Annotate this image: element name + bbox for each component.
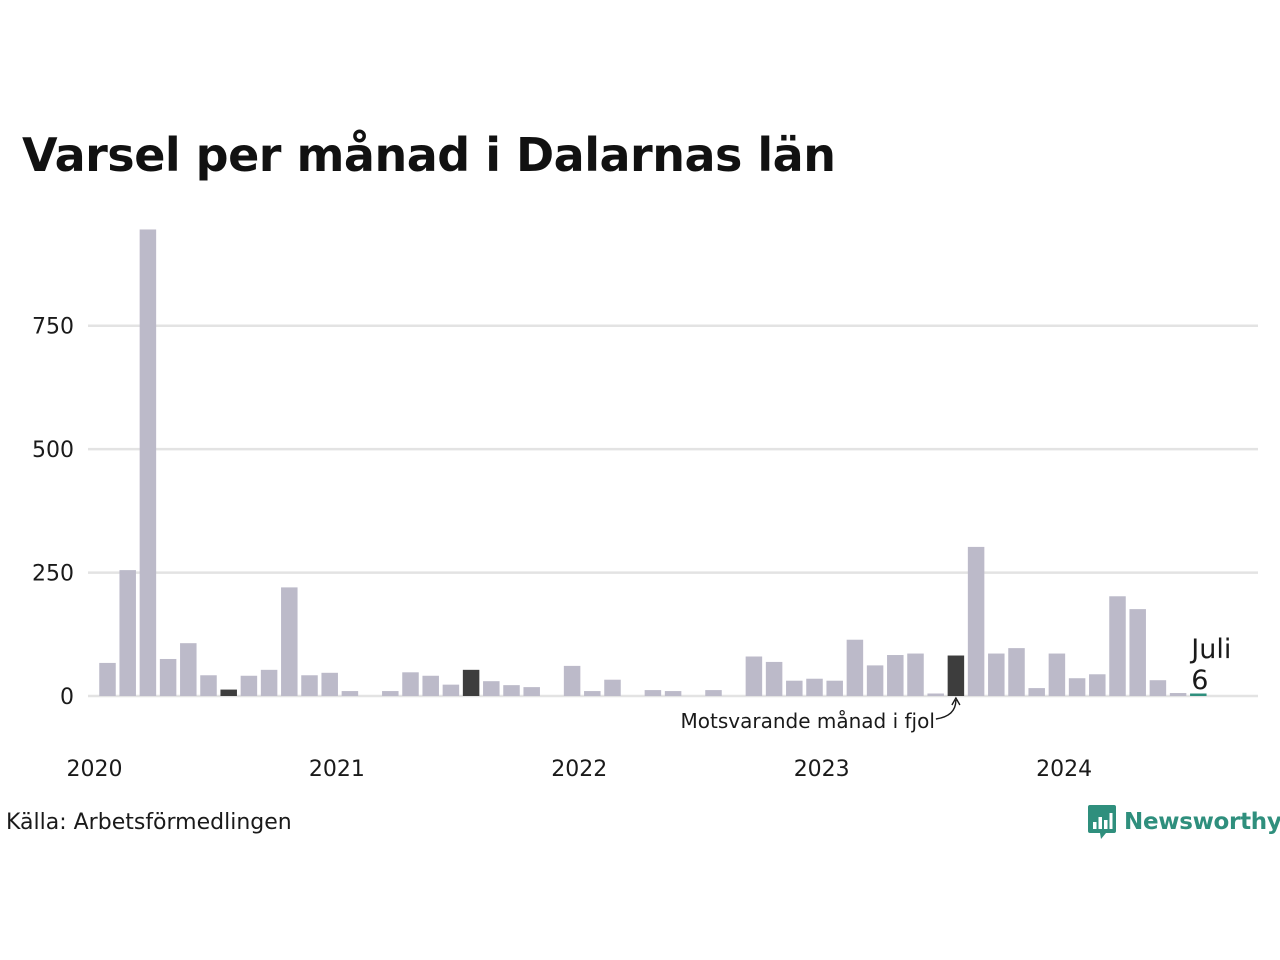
annotation-value-label: 6: [1191, 665, 1208, 696]
y-tick-label: 750: [32, 315, 74, 340]
bar-highlight: [220, 689, 237, 696]
bar: [604, 679, 621, 696]
x-tick-label: 2024: [1036, 757, 1092, 782]
bar: [887, 655, 904, 696]
annotation-arrow: [935, 699, 957, 720]
bar: [866, 665, 884, 696]
gridlines: [88, 324, 1258, 698]
bar: [99, 662, 116, 696]
y-tick-label: 500: [32, 438, 74, 463]
bar: [1048, 653, 1066, 696]
bar: [705, 690, 722, 696]
bar: [341, 691, 359, 696]
brand-name: Newsworthy: [1124, 809, 1280, 835]
bar-highlight: [462, 669, 480, 696]
annotation-arrowhead: [951, 696, 961, 706]
bar: [523, 687, 540, 696]
bar: [826, 680, 843, 696]
bar: [988, 653, 1005, 696]
bar: [301, 675, 318, 696]
bar: [382, 691, 399, 696]
bar: [159, 658, 177, 696]
bar: [644, 690, 662, 696]
bar: [745, 656, 763, 696]
bar: [442, 684, 460, 696]
bar-current-marker: [1190, 693, 1207, 696]
bar: [1089, 674, 1106, 696]
bar: [786, 680, 803, 696]
bar: [1109, 596, 1126, 696]
bar: [180, 643, 197, 696]
x-tick-label: 2023: [794, 757, 850, 782]
brand-logo[interactable]: Newsworthy: [1088, 804, 1280, 840]
bar: [563, 665, 581, 696]
bar: [260, 669, 278, 696]
bar: [1149, 680, 1167, 696]
bar: [927, 693, 944, 696]
bar: [321, 672, 338, 696]
y-axis-ticks: 0 250 500 750: [32, 315, 74, 710]
bar: [402, 672, 419, 696]
bar: [1028, 688, 1045, 696]
source-note: Källa: Arbetsförmedlingen: [6, 810, 292, 835]
x-tick-label: 2020: [67, 757, 123, 782]
bar: [200, 675, 217, 696]
annotation-prior-year-label: Motsvarande månad i fjol: [681, 709, 935, 733]
bar: [967, 546, 985, 696]
bar: [1129, 609, 1146, 696]
bar: [240, 675, 258, 696]
bar: [281, 587, 298, 696]
bar: [139, 229, 157, 696]
y-tick-label: 0: [60, 685, 74, 710]
x-axis-ticks: 2020 2021 2022 2023 2024: [67, 757, 1093, 782]
y-tick-label: 250: [32, 562, 74, 587]
bar: [119, 570, 136, 696]
bar: [1008, 648, 1025, 696]
bar: [907, 653, 924, 696]
bar: [664, 691, 682, 696]
newsworthy-logo-icon: [1088, 805, 1116, 839]
x-tick-label: 2022: [551, 757, 607, 782]
bar: [483, 681, 500, 696]
annotation-month-label: Juli: [1189, 634, 1231, 665]
bar-highlight: [947, 655, 965, 696]
bar: [1169, 693, 1187, 696]
bar: [584, 691, 601, 696]
chart-title: Varsel per månad i Dalarnas län: [22, 128, 836, 182]
bar: [422, 675, 439, 696]
bar: [806, 678, 823, 696]
bar: [846, 639, 864, 696]
bar: [503, 685, 520, 696]
x-tick-label: 2021: [309, 757, 365, 782]
bars: [99, 229, 1207, 696]
bar: [1068, 678, 1086, 696]
bar: [765, 661, 783, 696]
